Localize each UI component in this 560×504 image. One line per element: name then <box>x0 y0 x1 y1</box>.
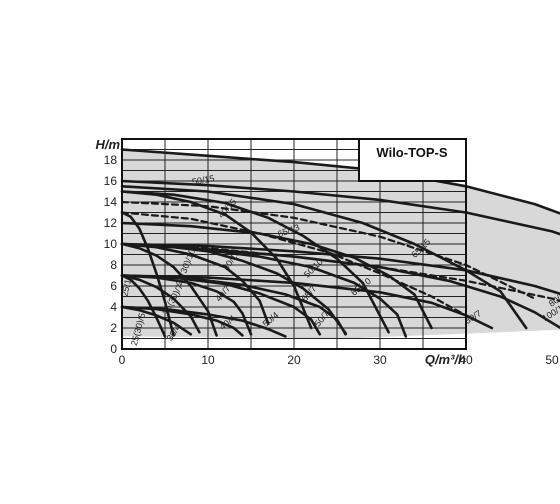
pump-curve-50-7 <box>120 274 322 336</box>
x-tick-label: 50 <box>545 353 559 367</box>
y-tick-label: 4 <box>110 300 117 314</box>
pump-curve-30-10 <box>120 242 218 337</box>
y-tick-label: 12 <box>104 216 118 230</box>
pump-curve-30-7 <box>120 274 201 334</box>
title-box-frame <box>358 138 467 182</box>
dashed-curve <box>120 200 536 300</box>
y-tick-label: 8 <box>110 258 117 272</box>
pump-curve-65-13 <box>120 221 433 330</box>
axis-ticks: 0102030405060024681012141618 <box>104 153 559 367</box>
x-tick-label: 0 <box>119 353 126 367</box>
title-box: Wilo-TOP-S <box>358 138 467 182</box>
y-tick-label: 2 <box>110 321 117 335</box>
y-axis-label: H/m <box>95 137 120 152</box>
dashed-curve <box>120 211 468 317</box>
y-tick-label: 10 <box>104 237 118 251</box>
curve-label: 25/13 <box>120 273 134 297</box>
x-tick-label: 40 <box>459 353 473 367</box>
y-tick-label: 0 <box>110 342 117 356</box>
pump-curve-40-10 <box>120 242 270 326</box>
pump-curve-25-7 <box>120 274 167 338</box>
chart-title: Wilo-TOP-S <box>376 145 447 160</box>
y-tick-label: 6 <box>110 279 117 293</box>
y-tick-label: 14 <box>104 195 118 209</box>
pump-curve-50-15 <box>120 190 390 334</box>
x-tick-label: 30 <box>373 353 387 367</box>
y-tick-label: 18 <box>104 153 118 167</box>
x-axis-label: Q/m³/h <box>425 352 466 367</box>
dashed-curve <box>120 242 560 303</box>
curve-label: 50/15 <box>191 173 215 187</box>
x-tick-label: 20 <box>287 353 301 367</box>
pump-curve-25-13 <box>120 211 175 337</box>
pump-curve-40-15 <box>120 190 313 330</box>
pump-curve-80-20 <box>120 148 560 215</box>
y-tick-label: 16 <box>104 174 118 188</box>
plot-frame <box>121 138 467 350</box>
x-tick-label: 10 <box>201 353 215 367</box>
pump-curve-80-15 <box>120 179 560 236</box>
